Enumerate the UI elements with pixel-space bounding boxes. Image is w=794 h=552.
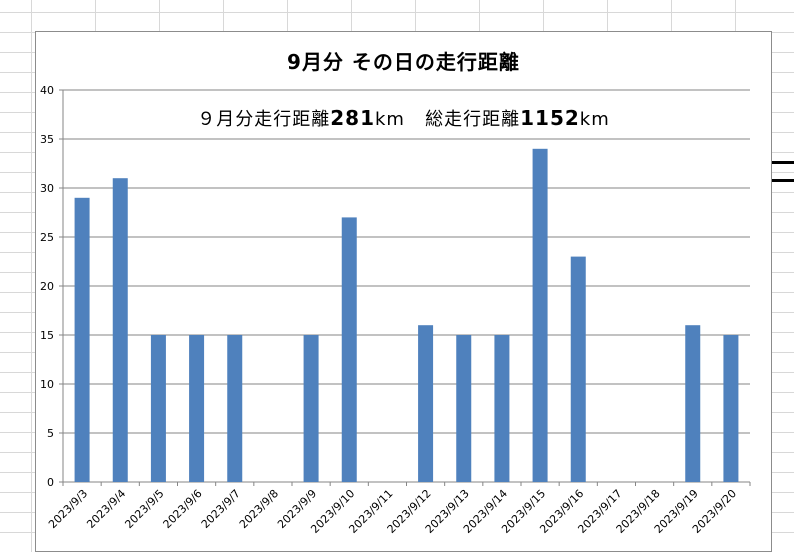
y-tick-label: 0 [47,476,54,489]
bar [723,335,739,482]
x-tick-label: 2023/9/8 [237,487,281,531]
edge-line-2 [772,179,794,182]
annotation-month-label: ９月分走行距離 [197,109,331,130]
bar [303,335,319,482]
y-tick-label: 30 [40,182,54,195]
y-tick-label: 10 [40,378,54,391]
y-tick-label: 35 [40,133,54,146]
annotation-total-label: 総走行距離 [425,109,521,130]
bar [189,335,205,482]
bar [418,325,434,482]
bar [494,335,510,482]
bar [341,217,357,482]
annotation-total-value: 1152 [520,106,580,130]
chart-title: 9月分 その日の走行距離 [287,50,520,74]
y-tick-label: 25 [40,231,54,244]
edge-line-1 [772,161,794,164]
x-tick-label: 2023/9/4 [84,487,128,531]
y-tick-label: 40 [40,84,54,97]
annotation-month-unit: km [374,109,405,130]
x-tick-label: 2023/9/3 [46,487,90,531]
x-tick-label: 2023/9/6 [161,487,205,531]
bar [227,335,243,482]
bar [685,325,701,482]
y-tick-label: 15 [40,329,54,342]
bar [456,335,472,482]
bar [532,148,548,483]
x-tick-label: 2023/9/5 [122,487,166,531]
y-tick-label: 20 [40,280,54,293]
distance-annotation: ９月分走行距離281km 総走行距離1152km [36,105,771,131]
annotation-total-unit: km [579,109,610,130]
annotation-month-value: 281 [330,106,375,130]
bar [74,197,90,483]
bar [112,178,128,482]
bar [150,335,166,482]
y-tick-label: 5 [47,427,54,440]
x-tick-label: 2023/9/7 [199,487,243,531]
bar [570,256,586,482]
